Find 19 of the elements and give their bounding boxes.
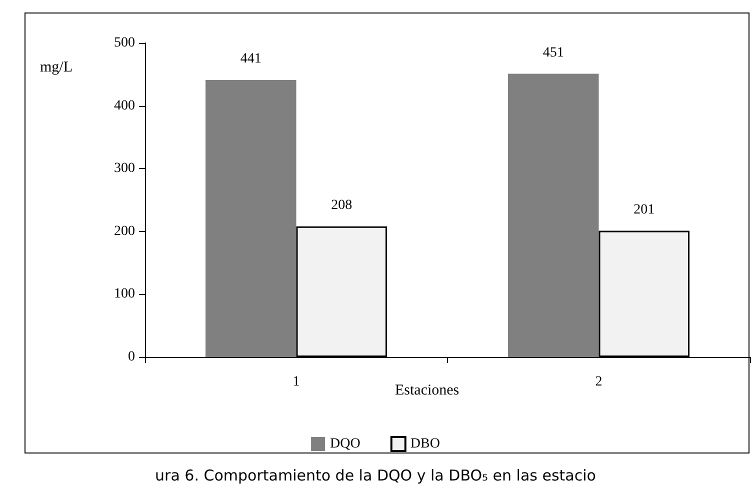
bar	[508, 74, 599, 357]
y-tick-label: 400	[114, 98, 135, 114]
y-tick-label: 500	[114, 36, 135, 50]
bar	[206, 80, 296, 357]
x-tick-label: 2	[595, 374, 602, 390]
y-tick-label: 100	[114, 286, 135, 302]
y-axis-title: mg/L	[40, 60, 72, 76]
data-label: 201	[634, 202, 655, 218]
text: ura 6. Comportamiento de la DQO y la DBO₅ en las estacio	[155, 466, 596, 484]
legend-label: DQO	[330, 436, 360, 452]
data-label: 451	[542, 45, 564, 60]
data-label: 208	[331, 198, 352, 213]
x-tick-label: 1	[292, 374, 300, 390]
data-label: 441	[240, 52, 262, 67]
y-tick-label: 0	[128, 350, 135, 364]
legend-label: DBO	[410, 436, 440, 452]
x-axis-title: Estaciones	[395, 382, 460, 398]
y-tick-label: 200	[114, 224, 135, 239]
y-tick-label: 300	[114, 161, 135, 176]
